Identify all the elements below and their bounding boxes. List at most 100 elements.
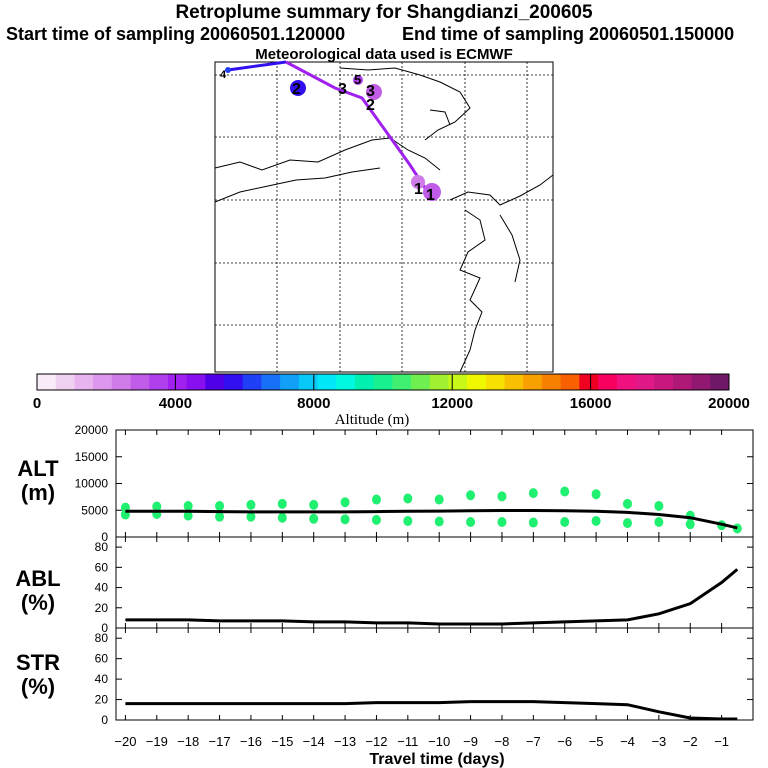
altitude-scatter-point xyxy=(622,518,632,529)
colorbar-swatch xyxy=(392,374,412,390)
y-tick-label: 20 xyxy=(95,693,109,707)
colorbar-swatch xyxy=(635,374,655,390)
x-tick-label: −12 xyxy=(365,734,387,749)
altitude-scatter-point xyxy=(309,513,319,524)
plume-marker xyxy=(411,175,425,189)
altitude-scatter-point xyxy=(371,494,381,505)
x-tick-label: −14 xyxy=(303,734,325,749)
altitude-scatter-point xyxy=(403,515,413,526)
y-tick-label: 10000 xyxy=(75,477,109,491)
colorbar-swatch xyxy=(261,374,281,390)
plume-marker xyxy=(353,75,363,85)
map-marker-label-2: 2 xyxy=(366,97,375,114)
colorbar-tick-label: 16000 xyxy=(570,395,612,412)
x-tick-label: −2 xyxy=(683,734,698,749)
altitude-scatter-point xyxy=(560,486,570,497)
altitude-scatter-point xyxy=(591,515,601,526)
x-tick-label: −11 xyxy=(397,734,418,749)
altitude-scatter-point xyxy=(434,516,444,527)
altitude-scatter-point xyxy=(183,510,193,521)
x-tick-label: −4 xyxy=(620,734,635,749)
altitude-scatter-point xyxy=(309,499,319,510)
map-gridlines xyxy=(215,62,553,372)
start-time-label: Start time of sampling 20060501.120000 xyxy=(6,24,346,44)
series-line xyxy=(125,700,738,721)
map-marker-label-3: 3 xyxy=(366,83,375,100)
colorbar-swatch xyxy=(354,374,375,390)
chart-title: Retroplume summary for Shangdianzi_20060… xyxy=(175,2,593,23)
altitude-scatter-point xyxy=(152,501,162,512)
altitude-scatter-point xyxy=(528,517,538,528)
altitude-scatter-point xyxy=(246,511,256,522)
y-tick-label: 20 xyxy=(95,601,109,615)
y-tick-label: 0 xyxy=(101,621,108,635)
colorbar-swatch xyxy=(373,374,393,390)
altitude-scatter-point xyxy=(591,489,601,500)
trajectory-path xyxy=(285,60,427,189)
altitude-scatter-point xyxy=(654,517,664,528)
altitude-scatter-point xyxy=(466,490,476,501)
y-tick-label: 40 xyxy=(95,581,109,595)
altitude-scatter-point xyxy=(277,498,287,509)
y-tick-label: 60 xyxy=(95,560,109,574)
plume-marker xyxy=(366,84,382,100)
colorbar-swatch xyxy=(429,374,449,390)
map-coastlines xyxy=(214,67,554,373)
y-tick-label: 60 xyxy=(95,652,109,666)
colorbar-swatch xyxy=(672,374,693,390)
x-axis-label: Travel time (days) xyxy=(369,751,504,768)
map-marker-label-3: 3 xyxy=(338,81,347,98)
colorbar-label: Altitude (m) xyxy=(335,412,410,428)
x-tick-label: −18 xyxy=(177,734,199,749)
colorbar-swatch xyxy=(485,374,506,390)
colorbar-swatch xyxy=(167,374,188,390)
trajectory-far xyxy=(227,60,287,72)
altitude-scatter-point xyxy=(685,519,695,530)
colorbar-swatch xyxy=(130,374,150,390)
colorbar-swatch xyxy=(186,374,206,390)
panel-2: 0 20 40 60 80 xyxy=(95,627,754,727)
abl-panel-label: ABL xyxy=(15,566,60,591)
colorbar-swatch xyxy=(298,374,319,390)
colorbar-swatch xyxy=(242,374,262,390)
y-tick-label: 0 xyxy=(101,713,108,727)
colorbar-swatch xyxy=(205,374,225,390)
x-tick-label: −15 xyxy=(271,734,293,749)
colorbar-swatch xyxy=(616,374,636,390)
y-tick-label: 0 xyxy=(101,530,108,544)
panel-frame xyxy=(115,627,754,721)
colorbar-swatch xyxy=(93,374,113,390)
x-tick-label: −8 xyxy=(495,734,510,749)
colorbar-swatch xyxy=(560,374,580,390)
x-tick-label: −19 xyxy=(146,734,168,749)
altitude-scatter-point xyxy=(277,512,287,523)
alt-panel-label: ALT xyxy=(17,456,59,481)
x-tick-label: −9 xyxy=(463,734,478,749)
end-time-label: End time of sampling 20060501.150000 xyxy=(402,24,735,44)
map-marker-label-2: 2 xyxy=(292,81,301,98)
y-tick-label: 80 xyxy=(95,631,109,645)
colorbar-swatch xyxy=(654,374,674,390)
colorbar-swatch xyxy=(598,374,618,390)
colorbar-tick-label: 8000 xyxy=(297,395,330,412)
x-tick-label: −13 xyxy=(334,734,356,749)
altitude-scatter-point xyxy=(246,499,256,510)
x-tick-label: −17 xyxy=(209,734,231,749)
colorbar-tick-label: 12000 xyxy=(431,395,473,412)
map-marker-label-4: 4 xyxy=(220,69,227,81)
x-tick-label: −6 xyxy=(557,734,572,749)
abl-panel-unit: (%) xyxy=(21,590,55,615)
y-tick-label: 20000 xyxy=(75,423,109,437)
altitude-scatter-point xyxy=(215,511,225,522)
altitude-scatter-point xyxy=(497,491,507,502)
str-panel-label: STR xyxy=(16,650,60,675)
map-marker-label-1: 1 xyxy=(414,181,423,198)
altitude-scatter-point xyxy=(622,498,632,509)
map-frame xyxy=(214,61,554,373)
x-tick-label: −20 xyxy=(114,734,136,749)
x-tick-labels: −20 −19 −18 −17 −16 −15 −14 −13 −12 −11 −10 −9 −8 −7 −… xyxy=(114,734,729,749)
colorbar-swatch xyxy=(411,374,431,390)
colorbar-tick-label: 4000 xyxy=(159,395,192,412)
